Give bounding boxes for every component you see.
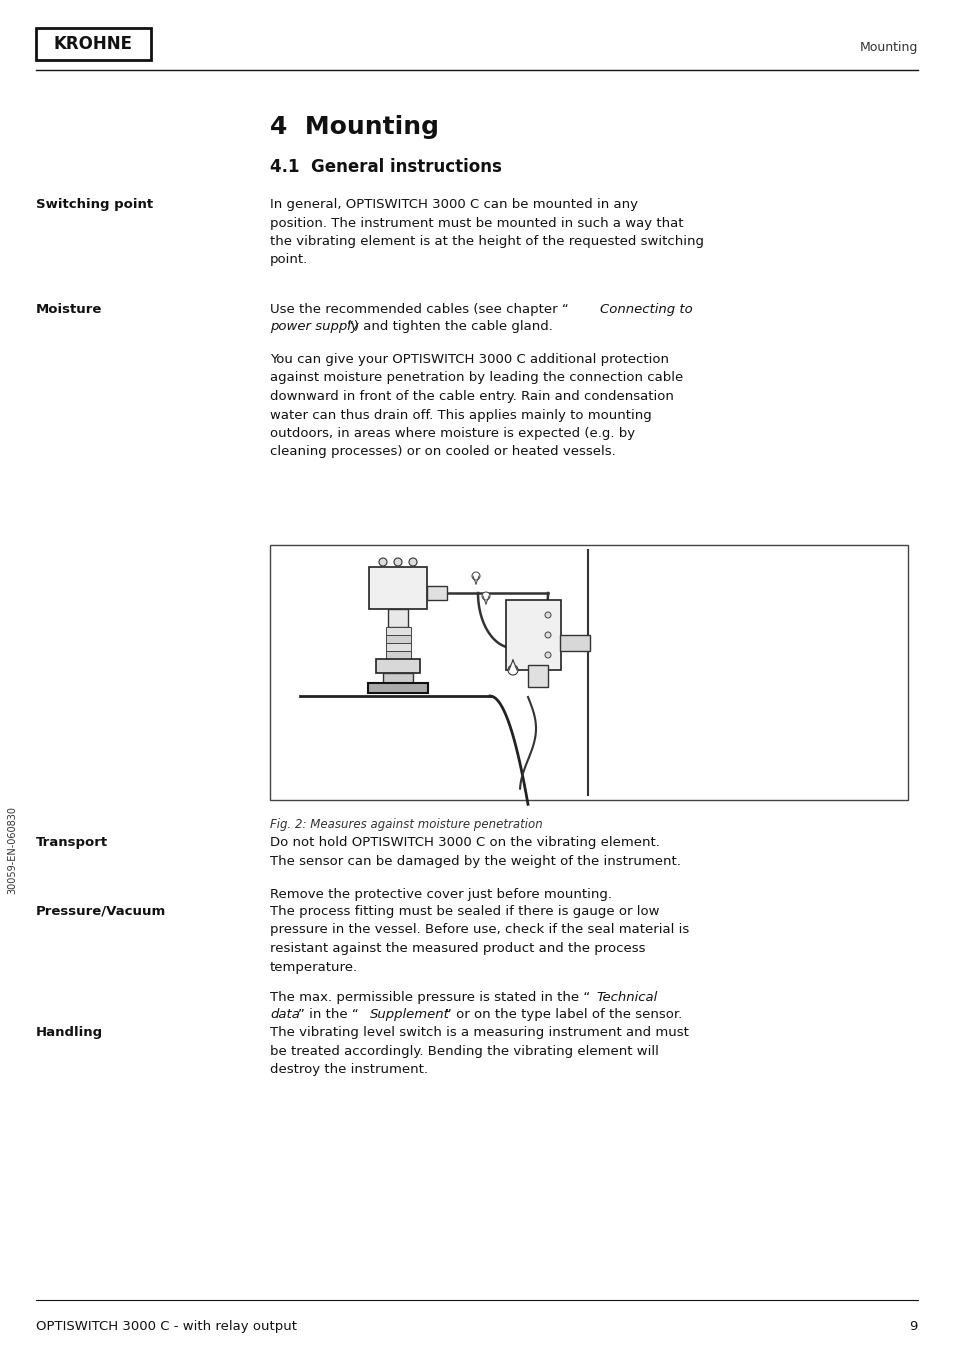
- Circle shape: [544, 631, 551, 638]
- Text: data: data: [270, 1009, 299, 1021]
- Bar: [368, 683, 428, 694]
- Bar: [270, 545, 907, 800]
- Text: Handling: Handling: [36, 1026, 103, 1038]
- Circle shape: [472, 572, 479, 580]
- Bar: [527, 665, 547, 687]
- Bar: [386, 627, 411, 635]
- Bar: [386, 635, 411, 644]
- Bar: [388, 608, 408, 627]
- Text: Pressure/Vacuum: Pressure/Vacuum: [36, 904, 166, 918]
- Text: 4.1  General instructions: 4.1 General instructions: [270, 158, 501, 176]
- Text: Fig. 2: Measures against moisture penetration: Fig. 2: Measures against moisture penetr…: [270, 818, 542, 831]
- Text: Do not hold OPTISWITCH 3000 C on the vibrating element.
The sensor can be damage: Do not hold OPTISWITCH 3000 C on the vib…: [270, 836, 680, 868]
- Text: OPTISWITCH 3000 C - with relay output: OPTISWITCH 3000 C - with relay output: [36, 1320, 296, 1333]
- Circle shape: [481, 592, 490, 600]
- Text: You can give your OPTISWITCH 3000 C additional protection
against moisture penet: You can give your OPTISWITCH 3000 C addi…: [270, 353, 682, 458]
- Text: ”) and tighten the cable gland.: ”) and tighten the cable gland.: [347, 320, 553, 333]
- Bar: [427, 585, 447, 600]
- Text: 30059-EN-060830: 30059-EN-060830: [7, 806, 17, 894]
- Text: Moisture: Moisture: [36, 303, 102, 316]
- Text: Remove the protective cover just before mounting.: Remove the protective cover just before …: [270, 888, 612, 900]
- Text: Transport: Transport: [36, 836, 108, 849]
- Bar: [505, 600, 560, 671]
- Bar: [386, 652, 411, 658]
- Text: The vibrating level switch is a measuring instrument and must
be treated accordi: The vibrating level switch is a measurin…: [270, 1026, 688, 1076]
- Text: power supply: power supply: [270, 320, 358, 333]
- Circle shape: [409, 558, 416, 566]
- Text: Connecting to: Connecting to: [599, 303, 692, 316]
- Bar: [559, 635, 589, 652]
- Bar: [375, 658, 419, 673]
- Text: ” in the “: ” in the “: [297, 1009, 358, 1021]
- Text: Mounting: Mounting: [859, 42, 917, 54]
- Bar: [369, 566, 427, 608]
- Bar: [382, 673, 413, 683]
- Text: Technical: Technical: [596, 991, 657, 1005]
- Text: The max. permissible pressure is stated in the “: The max. permissible pressure is stated …: [270, 991, 590, 1005]
- Bar: [36, 28, 151, 59]
- Circle shape: [394, 558, 401, 566]
- Text: Supplement: Supplement: [370, 1009, 450, 1021]
- Text: The process fitting must be sealed if there is gauge or low
pressure in the vess: The process fitting must be sealed if th…: [270, 904, 688, 973]
- Text: 9: 9: [908, 1320, 917, 1333]
- Text: Use the recommended cables (see chapter “: Use the recommended cables (see chapter …: [270, 303, 568, 316]
- Polygon shape: [509, 660, 517, 671]
- Text: 4  Mounting: 4 Mounting: [270, 115, 438, 139]
- Text: ” or on the type label of the sensor.: ” or on the type label of the sensor.: [444, 1009, 681, 1021]
- Circle shape: [378, 558, 387, 566]
- Circle shape: [507, 665, 517, 675]
- Bar: [386, 644, 411, 652]
- Text: Switching point: Switching point: [36, 197, 153, 211]
- Circle shape: [544, 612, 551, 618]
- Text: In general, OPTISWITCH 3000 C can be mounted in any
position. The instrument mus: In general, OPTISWITCH 3000 C can be mou…: [270, 197, 703, 266]
- Circle shape: [544, 652, 551, 658]
- Text: KROHNE: KROHNE: [54, 35, 132, 53]
